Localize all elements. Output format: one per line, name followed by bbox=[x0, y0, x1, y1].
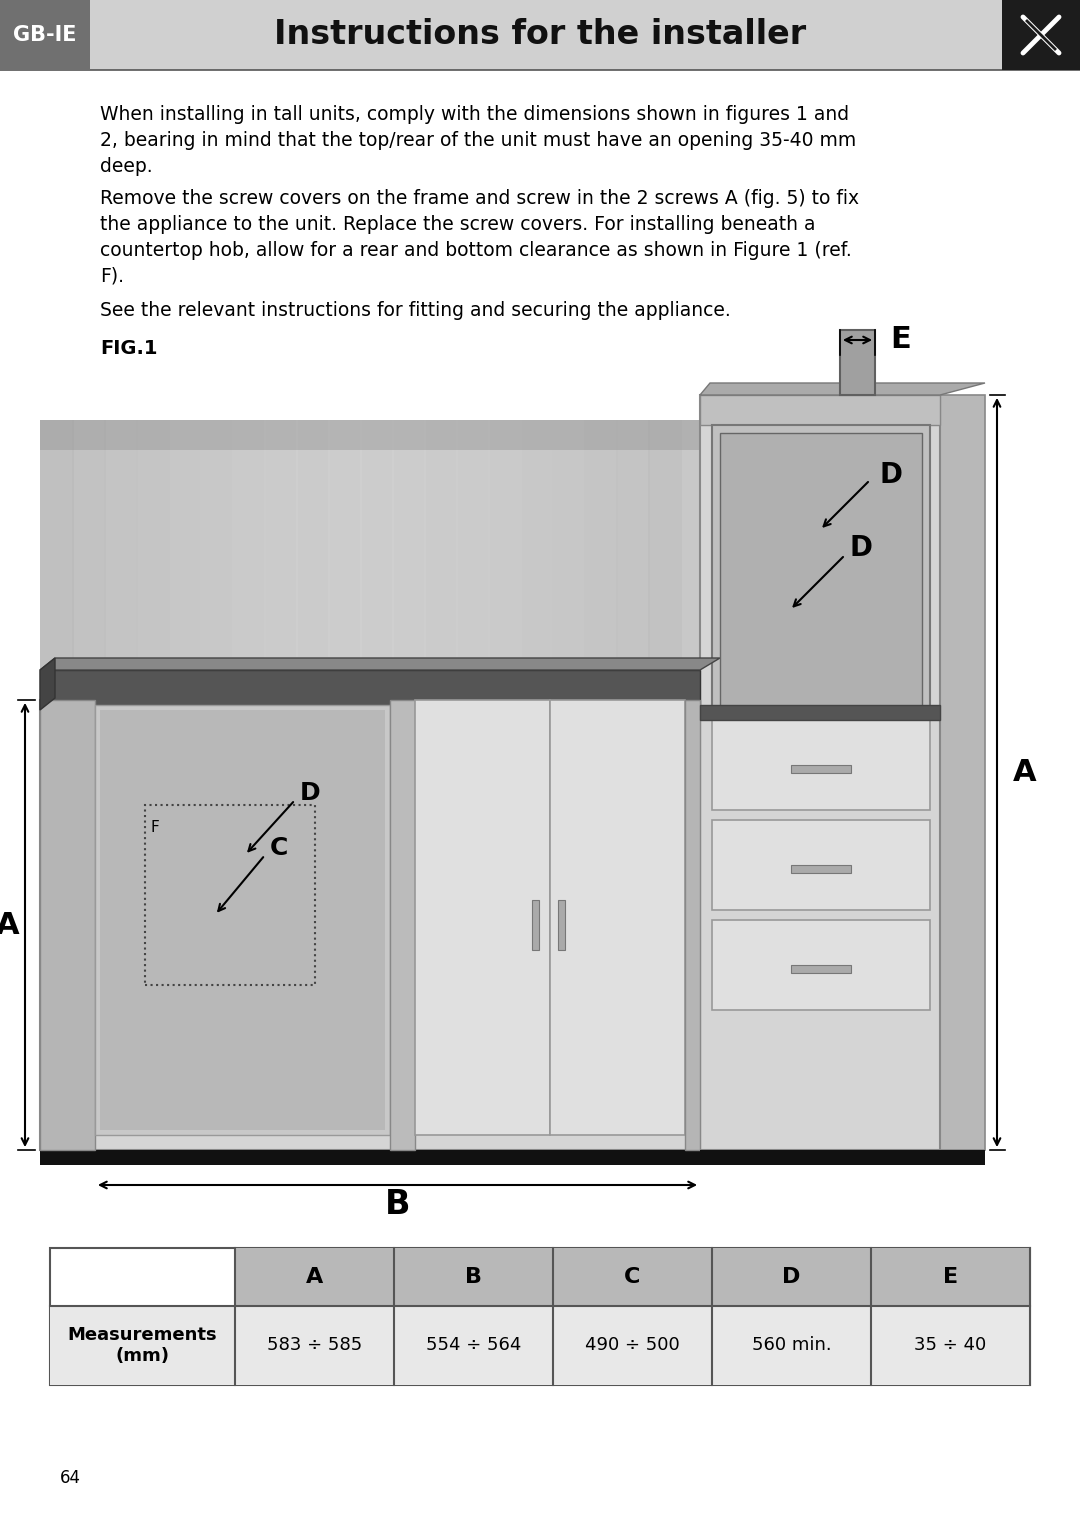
Bar bbox=[456, 420, 490, 700]
Bar bbox=[616, 420, 650, 700]
Text: F).: F). bbox=[100, 268, 124, 286]
Text: 35 ÷ 40: 35 ÷ 40 bbox=[915, 1336, 987, 1355]
Bar bbox=[296, 420, 330, 700]
Text: the appliance to the unit. Replace the screw covers. For installing beneath a: the appliance to the unit. Replace the s… bbox=[100, 216, 815, 234]
Bar bbox=[940, 394, 985, 1150]
Bar bbox=[700, 705, 940, 720]
Bar bbox=[648, 420, 681, 700]
Bar bbox=[40, 700, 95, 1150]
Bar bbox=[136, 420, 170, 700]
Bar bbox=[550, 700, 685, 1135]
Bar bbox=[50, 1248, 1030, 1385]
Polygon shape bbox=[40, 420, 700, 700]
Text: D: D bbox=[300, 781, 321, 804]
Bar bbox=[424, 420, 458, 700]
Bar bbox=[712, 425, 930, 716]
Text: 554 ÷ 564: 554 ÷ 564 bbox=[426, 1336, 522, 1355]
Text: countertop hob, allow for a rear and bottom clearance as shown in Figure 1 (ref.: countertop hob, allow for a rear and bot… bbox=[100, 242, 852, 260]
Text: B: B bbox=[384, 1188, 410, 1222]
Bar bbox=[791, 865, 851, 873]
Polygon shape bbox=[700, 382, 985, 394]
Bar bbox=[685, 700, 700, 1150]
Bar bbox=[720, 433, 922, 706]
Bar bbox=[700, 1150, 985, 1165]
Text: Instructions for the installer: Instructions for the installer bbox=[274, 18, 806, 52]
Bar bbox=[72, 420, 106, 700]
Bar bbox=[104, 420, 138, 700]
Bar bbox=[519, 420, 554, 700]
Text: B: B bbox=[465, 1268, 482, 1287]
Bar bbox=[40, 1150, 700, 1165]
Text: 64: 64 bbox=[60, 1469, 81, 1488]
Bar bbox=[168, 420, 202, 700]
Bar bbox=[700, 394, 940, 425]
Bar bbox=[700, 394, 940, 1150]
Text: 560 min.: 560 min. bbox=[752, 1336, 832, 1355]
Text: C: C bbox=[270, 836, 288, 859]
Text: D: D bbox=[782, 1268, 800, 1287]
Bar bbox=[552, 420, 586, 700]
Bar bbox=[791, 965, 851, 972]
Text: Remove the screw covers on the frame and screw in the 2 screws A (fig. 5) to fix: Remove the screw covers on the frame and… bbox=[100, 190, 859, 208]
Bar bbox=[50, 1306, 1030, 1385]
Bar bbox=[95, 705, 390, 1135]
Bar bbox=[1002, 0, 1080, 70]
Text: 490 ÷ 500: 490 ÷ 500 bbox=[585, 1336, 680, 1355]
Text: F: F bbox=[150, 820, 159, 835]
Bar bbox=[532, 901, 539, 950]
Bar bbox=[712, 920, 930, 1011]
Text: C: C bbox=[624, 1268, 640, 1287]
Text: 583 ÷ 585: 583 ÷ 585 bbox=[267, 1336, 362, 1355]
Bar bbox=[200, 420, 234, 700]
Text: D: D bbox=[880, 462, 903, 489]
Text: GB-IE: GB-IE bbox=[13, 24, 77, 44]
Text: deep.: deep. bbox=[100, 157, 152, 176]
Bar bbox=[0, 0, 90, 70]
Bar bbox=[40, 420, 75, 700]
Bar bbox=[235, 1248, 1030, 1306]
Bar bbox=[584, 420, 618, 700]
Bar bbox=[415, 700, 550, 1135]
Bar bbox=[488, 420, 522, 700]
Bar bbox=[40, 670, 700, 709]
Text: E: E bbox=[943, 1268, 958, 1287]
Bar bbox=[558, 901, 565, 950]
Bar bbox=[712, 720, 930, 810]
Bar bbox=[392, 420, 426, 700]
Text: See the relevant instructions for fitting and securing the appliance.: See the relevant instructions for fittin… bbox=[100, 301, 731, 320]
Text: A: A bbox=[0, 910, 19, 939]
Polygon shape bbox=[40, 657, 720, 670]
Text: D: D bbox=[850, 534, 873, 563]
Bar bbox=[264, 420, 298, 700]
Bar bbox=[0, 0, 1080, 70]
Bar bbox=[712, 820, 930, 910]
Text: When installing in tall units, comply with the dimensions shown in figures 1 and: When installing in tall units, comply wi… bbox=[100, 106, 849, 124]
Bar bbox=[390, 700, 415, 1150]
Text: Measurements
(mm): Measurements (mm) bbox=[68, 1326, 217, 1365]
Text: E: E bbox=[890, 326, 910, 355]
Bar bbox=[328, 420, 362, 700]
Bar bbox=[360, 420, 394, 700]
Text: A: A bbox=[306, 1268, 323, 1287]
Bar bbox=[40, 700, 700, 1150]
Bar bbox=[791, 764, 851, 774]
Bar bbox=[145, 804, 315, 985]
Bar bbox=[840, 330, 875, 394]
Text: FIG.1: FIG.1 bbox=[100, 339, 158, 358]
Text: A: A bbox=[1013, 758, 1037, 787]
Bar bbox=[100, 709, 384, 1130]
Bar bbox=[232, 420, 266, 700]
Text: 2, bearing in mind that the top/rear of the unit must have an opening 35-40 mm: 2, bearing in mind that the top/rear of … bbox=[100, 131, 856, 150]
Bar bbox=[40, 420, 700, 450]
Polygon shape bbox=[40, 657, 55, 709]
